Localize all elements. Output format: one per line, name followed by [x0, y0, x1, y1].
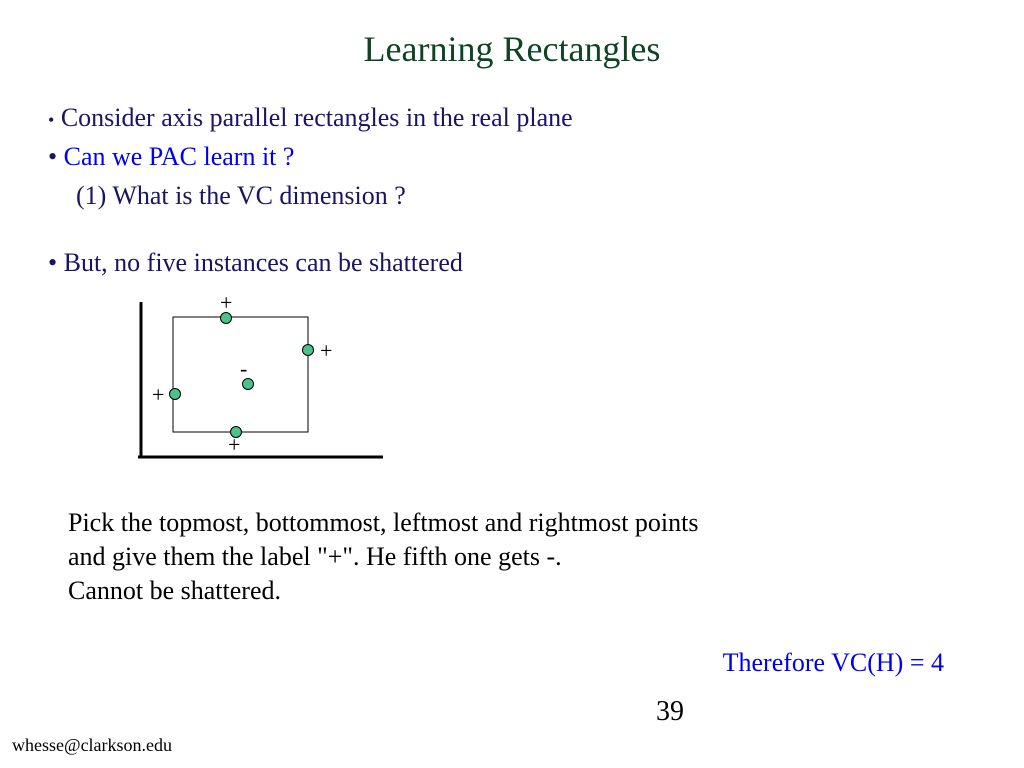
bullet-1: •: [48, 110, 54, 130]
explanation-line-1: Pick the topmost, bottommost, leftmost a…: [68, 506, 976, 540]
conclusion-text: Therefore VC(H) = 4: [723, 648, 944, 678]
bullet-2: •: [48, 142, 57, 171]
line-3: (1) What is the VC dimension ?: [48, 178, 976, 213]
svg-text:-: -: [240, 356, 247, 381]
spacer-1: [48, 217, 976, 245]
line-4: • But, no five instances can be shattere…: [48, 245, 976, 280]
line-3-text: (1) What is the VC dimension ?: [76, 181, 406, 210]
title-text: Learning Rectangles: [364, 29, 661, 69]
line-1-text: Consider axis parallel rectangles in the…: [61, 103, 573, 132]
svg-text:+: +: [220, 292, 232, 315]
line-1: • Consider axis parallel rectangles in t…: [48, 100, 976, 135]
svg-text:+: +: [152, 382, 164, 407]
content-block: • Consider axis parallel rectangles in t…: [0, 70, 1024, 482]
page-number: 39: [656, 696, 684, 728]
line-2-text: Can we PAC learn it ?: [64, 142, 295, 171]
svg-text:+: +: [228, 432, 240, 457]
vc-diagram: + + - + +: [108, 292, 408, 482]
conclusion-span: Therefore VC(H) = 4: [723, 648, 944, 677]
explanation-line-3: Cannot be shattered.: [68, 574, 976, 608]
line-2: • Can we PAC learn it ?: [48, 139, 976, 174]
explanation-block: Pick the topmost, bottommost, leftmost a…: [0, 482, 1024, 607]
diagram-svg: + + - + +: [108, 292, 408, 482]
page-title: Learning Rectangles: [0, 0, 1024, 70]
bullet-4: •: [48, 248, 57, 277]
line-4-text: But, no five instances can be shattered: [64, 248, 463, 277]
explanation-line-2: and give them the label "+". He fifth on…: [68, 540, 976, 574]
svg-text:+: +: [320, 338, 332, 363]
footer-email: whesse@clarkson.edu: [12, 735, 172, 756]
